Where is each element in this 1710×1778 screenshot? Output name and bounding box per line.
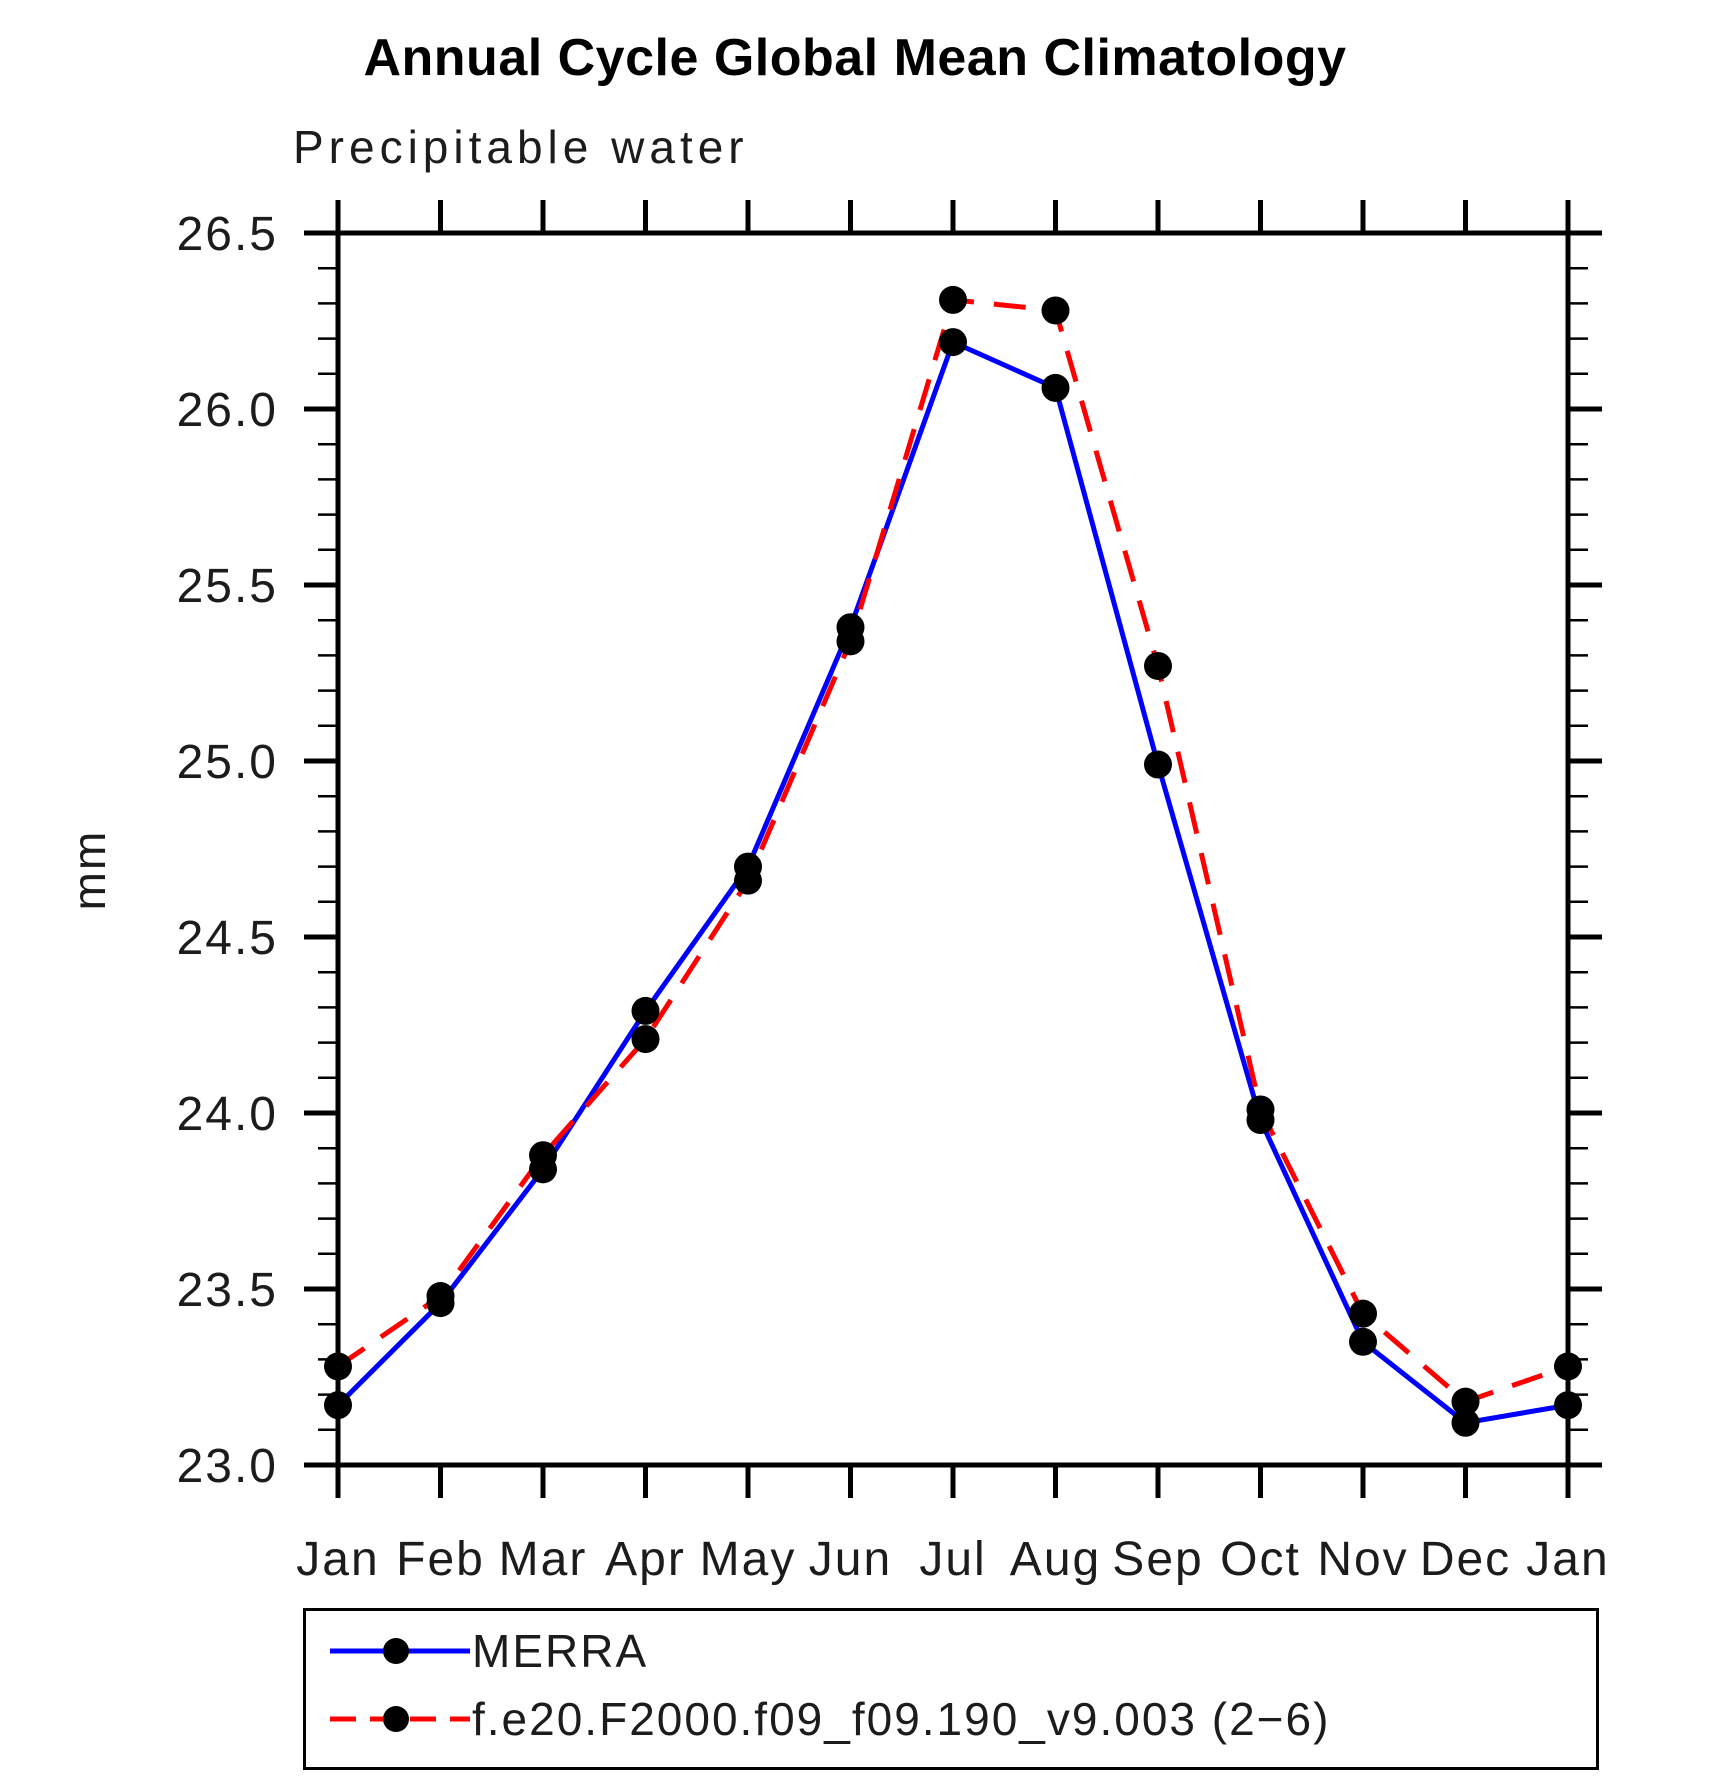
data-point-merra-jan-0 <box>324 1391 352 1420</box>
chart-title: Annual Cycle Global Mean Climatology <box>363 29 1347 87</box>
legend-box: MERRA f.e20.F2000.f09_f09.190_v9.003 (2−… <box>303 1608 1599 1770</box>
legend-label-merra: MERRA <box>472 1625 649 1677</box>
x-tick-label: Nov <box>1317 1533 1408 1586</box>
y-tick-label: 25.5 <box>177 560 278 613</box>
y-tick-label: 26.5 <box>177 208 278 261</box>
data-point-model-oct-9 <box>1246 1095 1275 1124</box>
x-tick-label: Aug <box>1010 1533 1101 1586</box>
data-point-model-aug-7 <box>1041 296 1070 325</box>
legend-marker-dot <box>383 1706 409 1732</box>
x-tick-label: Feb <box>396 1533 485 1586</box>
y-tick-label: 23.5 <box>177 1264 278 1317</box>
data-point-model-mar-2 <box>529 1141 557 1170</box>
x-tick-label: Dec <box>1420 1533 1511 1586</box>
y-tick-label: 24.0 <box>177 1088 278 1141</box>
legend-marker-dot <box>383 1638 409 1664</box>
x-tick-label: Jul <box>919 1533 986 1586</box>
data-point-merra-apr-3 <box>631 996 660 1025</box>
x-tick-label: Jun <box>809 1533 892 1586</box>
data-point-model-jul-6 <box>939 285 967 314</box>
chart-subtitle: Precipitable water <box>293 121 749 173</box>
x-tick-label: Sep <box>1112 1533 1203 1586</box>
data-point-model-nov-10 <box>1349 1299 1377 1328</box>
data-point-merra-nov-10 <box>1349 1327 1377 1356</box>
y-tick-label: 24.5 <box>177 912 278 965</box>
legend-label-model: f.e20.F2000.f09_f09.190_v9.003 (2−6) <box>472 1693 1331 1745</box>
series-line-model <box>336 297 1569 1405</box>
data-point-model-sep-8 <box>1144 651 1172 680</box>
legend-entry-model: f.e20.F2000.f09_f09.190_v9.003 (2−6) <box>330 1693 1330 1745</box>
data-point-merra-jan-12 <box>1554 1391 1582 1420</box>
data-point-model-jan-0 <box>324 1352 352 1381</box>
y-tick-label: 25.0 <box>177 736 278 789</box>
y-tick-label: 23.0 <box>177 1440 278 1493</box>
x-tick-label: May <box>700 1533 797 1586</box>
x-tick-label: Apr <box>605 1533 686 1586</box>
legend-entry-merra: MERRA <box>330 1625 648 1677</box>
data-point-model-jan-12 <box>1554 1352 1582 1381</box>
x-tick-label: Mar <box>499 1533 588 1586</box>
series-line-merra <box>336 338 1569 1426</box>
legend-line-sample-merra <box>330 1638 470 1664</box>
legend-line-sample-model <box>330 1706 470 1732</box>
data-point-model-jun-5 <box>836 627 865 656</box>
x-tick-label: Jan <box>1526 1533 1609 1586</box>
data-point-model-may-4 <box>734 866 762 895</box>
data-point-merra-aug-7 <box>1041 373 1070 402</box>
data-point-model-feb-1 <box>426 1282 455 1311</box>
y-axis-unit-label: mm <box>63 830 115 911</box>
data-point-merra-jul-6 <box>939 328 967 357</box>
x-tick-label: Jan <box>296 1533 379 1586</box>
data-point-merra-sep-8 <box>1144 750 1172 779</box>
data-point-merra-dec-11 <box>1451 1408 1480 1437</box>
y-tick-label: 26.0 <box>177 384 278 437</box>
data-point-model-dec-11 <box>1451 1387 1480 1416</box>
data-point-model-apr-3 <box>631 1025 660 1054</box>
plot-frame <box>335 230 1571 1468</box>
x-tick-label: Oct <box>1220 1533 1301 1586</box>
